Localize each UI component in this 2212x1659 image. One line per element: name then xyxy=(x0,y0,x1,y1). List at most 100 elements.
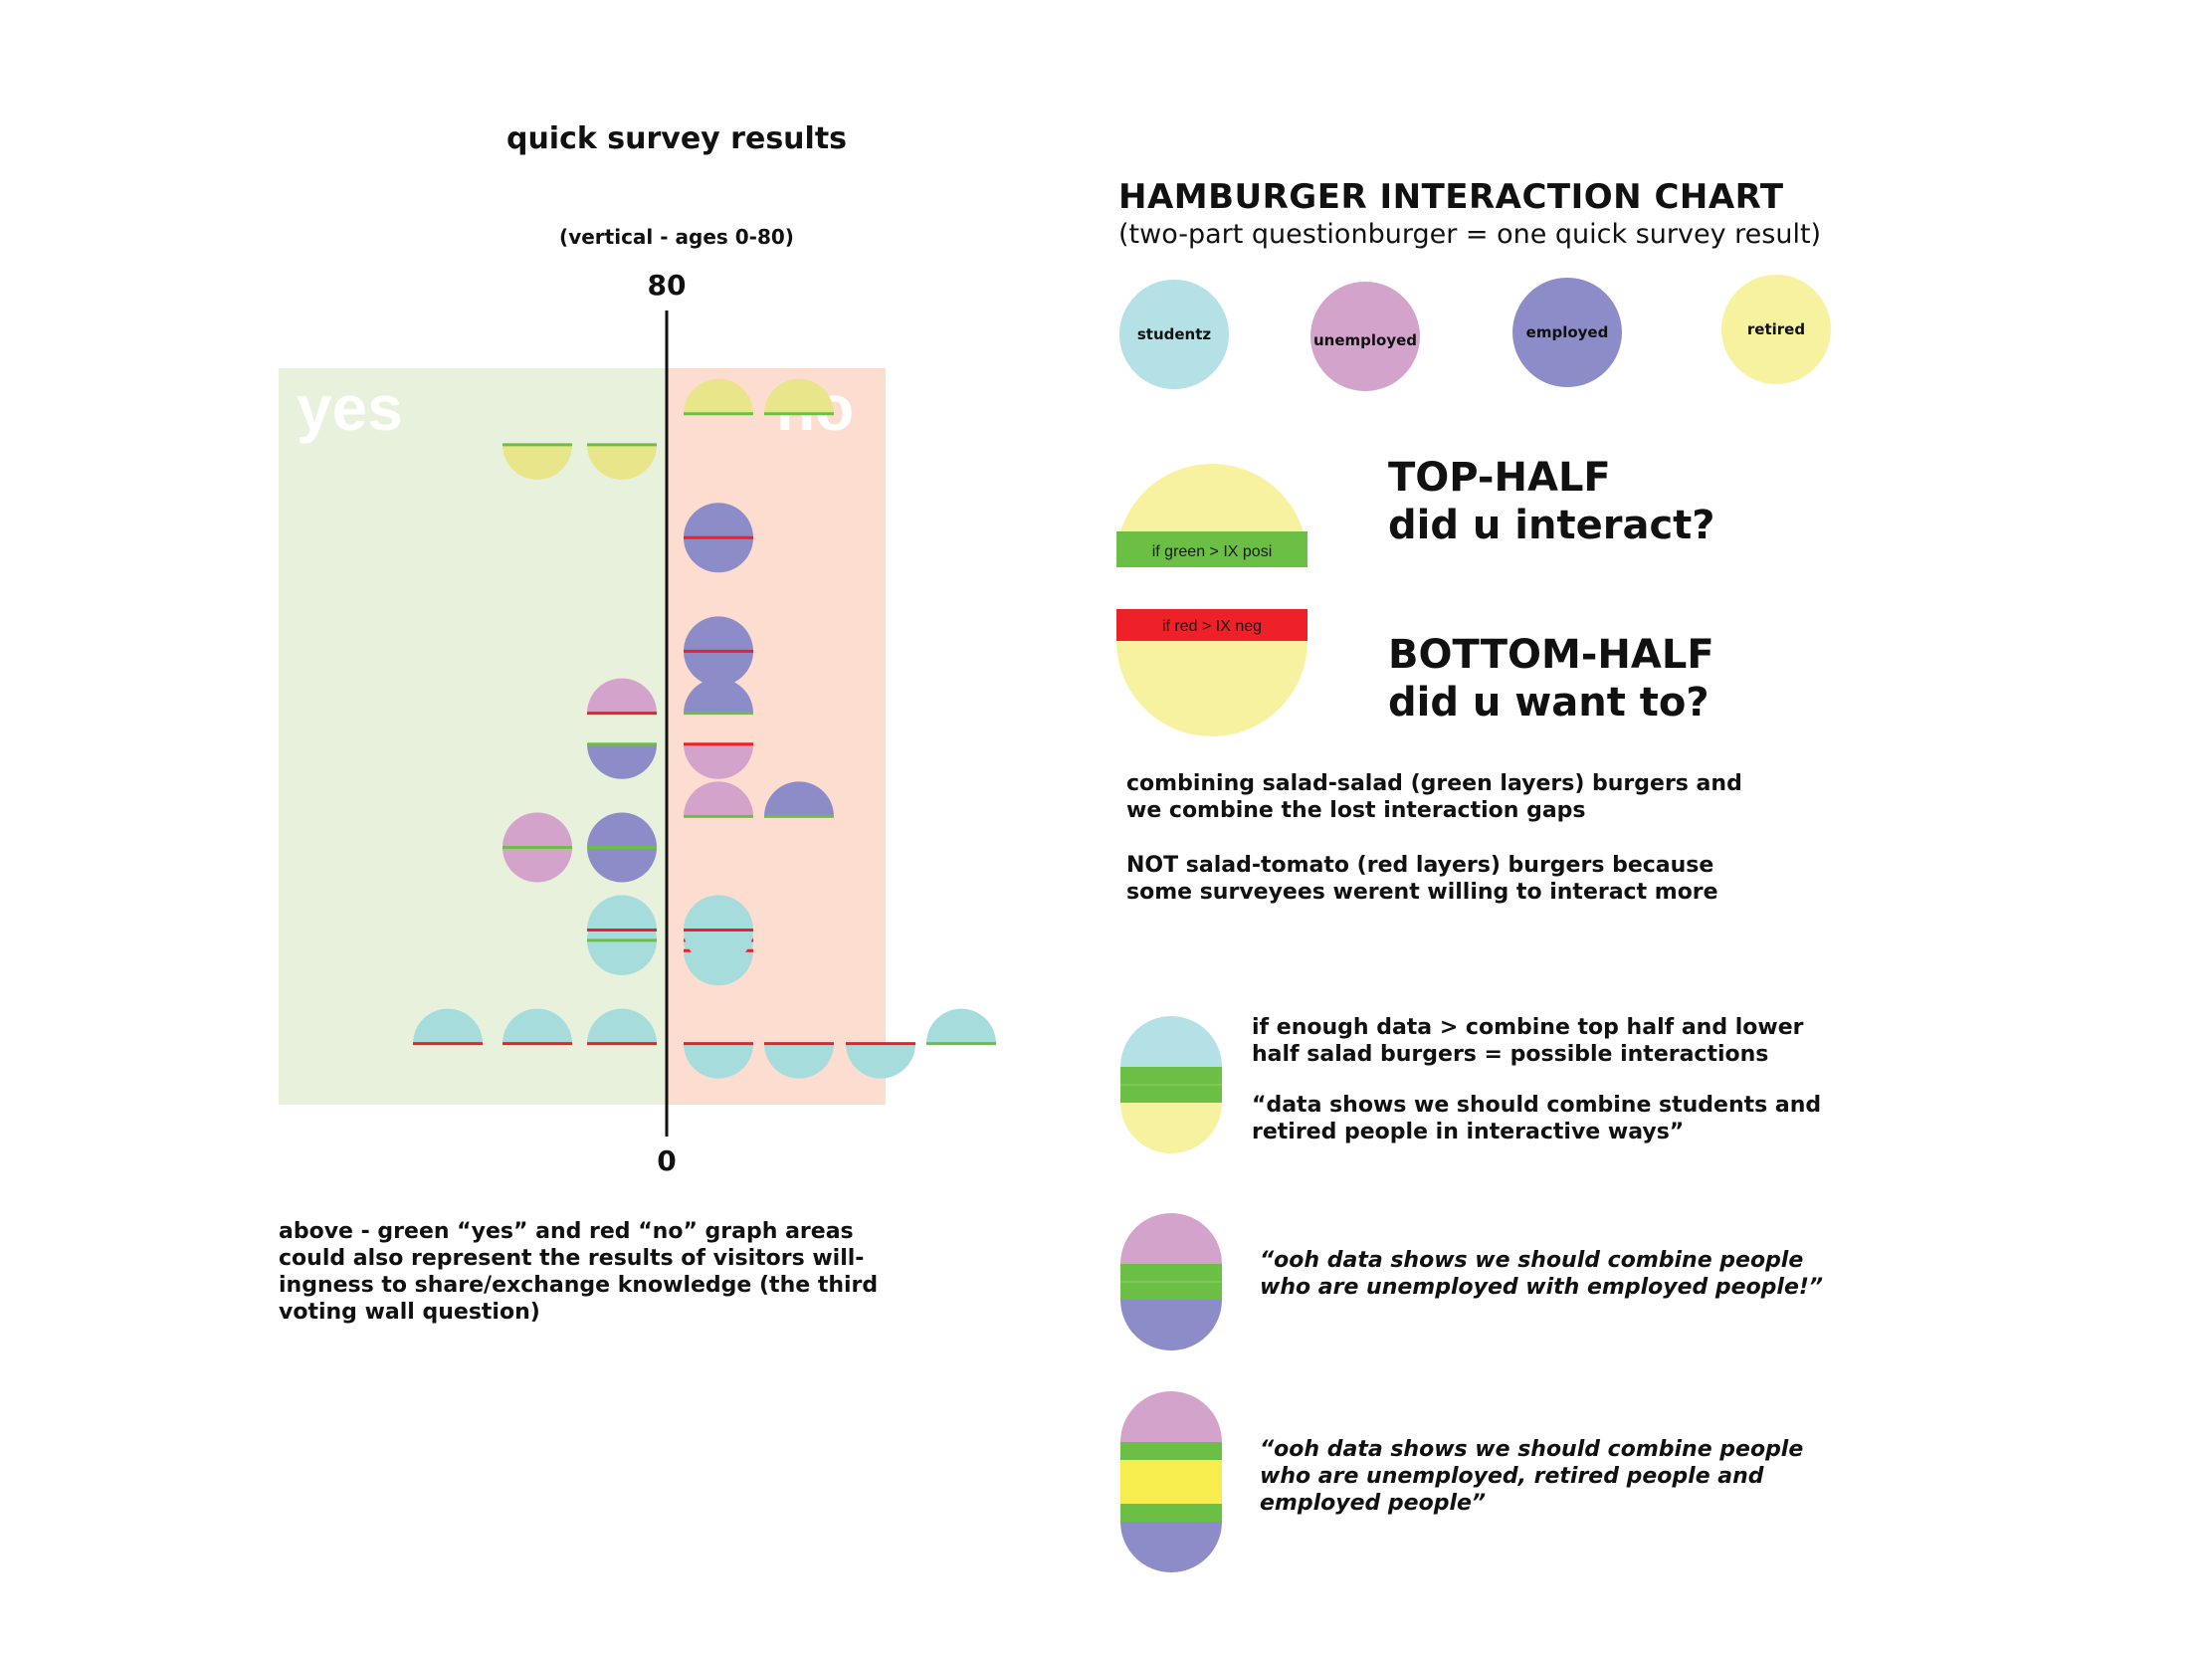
survey-burger-studentz xyxy=(503,1008,572,1046)
bottom-half-heading: BOTTOM-HALF did u want to? xyxy=(1388,631,1714,726)
burger-top-half xyxy=(684,378,753,414)
burger-top-half xyxy=(764,781,834,817)
legend-employed: employed xyxy=(1512,278,1622,387)
example-burger-three-groups xyxy=(1120,1391,1222,1572)
example-3-quote: “ooh data shows we should combine people… xyxy=(1260,1437,1804,1516)
burger-bottom-half xyxy=(684,930,753,965)
bottom-half-bun xyxy=(1116,641,1307,736)
survey-burger-studentz xyxy=(587,1008,657,1046)
key-title: HAMBURGER INTERACTION CHART xyxy=(1118,177,1784,217)
burger-bottom-half xyxy=(684,743,753,779)
burger-bottom-half xyxy=(846,1043,915,1079)
example-green-layer xyxy=(1120,1442,1222,1460)
burger-top-half xyxy=(503,1008,572,1044)
burger-top-half xyxy=(684,895,753,931)
bottom-half-question: did u want to? xyxy=(1388,680,1709,726)
burger-top-half xyxy=(764,378,834,414)
survey-chart: yes no xyxy=(279,311,996,1137)
survey-burger-unemployed xyxy=(587,678,657,716)
burger-bottom-half xyxy=(587,939,657,975)
combining-text-2: NOT salad-tomato (red layers) burgers be… xyxy=(1126,853,1718,905)
survey-burger-retired xyxy=(764,378,834,416)
survey-burger-employed xyxy=(684,503,753,573)
burger-bottom-half xyxy=(587,444,657,480)
survey-burger-studentz xyxy=(684,895,753,965)
burger-halves-diagram: if green > IX posi if red > IX neg xyxy=(1116,464,1307,736)
example-green-layer xyxy=(1120,1504,1222,1522)
legend-retired: retired xyxy=(1721,275,1831,384)
bottom-half-title: BOTTOM-HALF xyxy=(1388,632,1714,678)
legend-label: unemployed xyxy=(1312,331,1418,349)
chart-caption: above - green “yes” and red “no” graph a… xyxy=(279,1219,879,1325)
survey-burger-employed xyxy=(587,812,657,883)
legend-label: studentz xyxy=(1136,325,1212,343)
burger-bottom-half xyxy=(503,444,572,480)
burger-top-half xyxy=(587,812,657,848)
survey-burger-studentz xyxy=(846,1042,915,1079)
example-top-bun xyxy=(1120,1391,1222,1442)
axis-bottom-label: 0 xyxy=(657,1144,677,1177)
burger-bottom-half xyxy=(764,1043,834,1079)
survey-title: quick survey results xyxy=(505,121,848,156)
example-burger-unemployed-employed xyxy=(1120,1213,1222,1350)
top-half-question: did u interact? xyxy=(1388,503,1715,548)
survey-burger-studentz xyxy=(764,1042,834,1079)
burger-top-half xyxy=(413,1008,483,1044)
survey-burger-unemployed xyxy=(684,742,753,779)
example-green-layer xyxy=(1120,1085,1222,1103)
survey-burger-employed xyxy=(684,616,753,687)
bottom-half-red-bar xyxy=(1116,609,1307,641)
legend-studentz: studentz xyxy=(1119,280,1229,389)
survey-subtitle: (vertical - ages 0-80) xyxy=(559,225,794,249)
example-top-bun xyxy=(1120,1213,1222,1264)
survey-burger-unemployed xyxy=(503,812,572,883)
burger-bottom-half xyxy=(684,1043,753,1079)
burger-top-half xyxy=(684,616,753,652)
top-half-green-bar xyxy=(1116,531,1307,567)
example-2-quote: “ooh data shows we should combine people… xyxy=(1260,1248,1824,1300)
burger-top-half xyxy=(587,895,657,931)
burger-top-half xyxy=(587,1008,657,1044)
survey-burger-retired xyxy=(587,443,657,480)
example-bottom-bun xyxy=(1120,1522,1222,1572)
combining-text-1: combining salad-salad (green layers) bur… xyxy=(1126,771,1742,823)
legend-label: employed xyxy=(1525,323,1609,341)
example-green-layer xyxy=(1120,1282,1222,1300)
burger-bottom-half xyxy=(587,743,657,779)
example-1-text: if enough data > combine top half and lo… xyxy=(1252,1015,1804,1067)
key-subtitle: (two-part questionburger = one quick sur… xyxy=(1118,219,1822,250)
burger-top-half xyxy=(587,678,657,714)
example-retired-layer xyxy=(1120,1460,1222,1504)
survey-burger-studentz xyxy=(587,895,657,932)
survey-burger-employed xyxy=(764,781,834,818)
yes-area-label: yes xyxy=(297,372,403,444)
burger-bottom-half xyxy=(587,847,657,883)
legend-label: retired xyxy=(1746,320,1806,338)
example-1-quote: “data shows we should combine students a… xyxy=(1252,1093,1822,1144)
burger-bottom-half xyxy=(684,651,753,687)
example-top-bun xyxy=(1120,1016,1222,1067)
example-green-layer xyxy=(1120,1264,1222,1282)
legend-unemployed: unemployed xyxy=(1310,282,1420,391)
survey-burger-retired xyxy=(684,378,753,416)
burger-top-half xyxy=(684,781,753,817)
yes-area xyxy=(279,368,667,1105)
survey-burger-employed xyxy=(684,678,753,716)
burger-top-half xyxy=(684,678,753,714)
survey-burger-studentz xyxy=(926,1008,996,1046)
top-half-bar-label: if green > IX posi xyxy=(1152,543,1273,560)
burger-top-half xyxy=(503,812,572,848)
bottom-half-bar-label: if red > IX neg xyxy=(1162,618,1262,635)
example-bottom-bun xyxy=(1120,1300,1222,1350)
example-bottom-bun xyxy=(1120,1103,1222,1153)
axis-top-label: 80 xyxy=(647,269,687,302)
survey-burger-unemployed xyxy=(684,781,753,818)
burger-top-half xyxy=(684,503,753,538)
survey-burger-studentz xyxy=(413,1008,483,1046)
survey-burger-retired xyxy=(503,443,572,480)
top-half-title: TOP-HALF xyxy=(1388,455,1611,501)
burger-bottom-half xyxy=(684,537,753,573)
top-half-heading: TOP-HALF did u interact? xyxy=(1388,454,1715,549)
survey-burger-studentz xyxy=(684,1042,753,1079)
survey-points xyxy=(413,378,996,1079)
